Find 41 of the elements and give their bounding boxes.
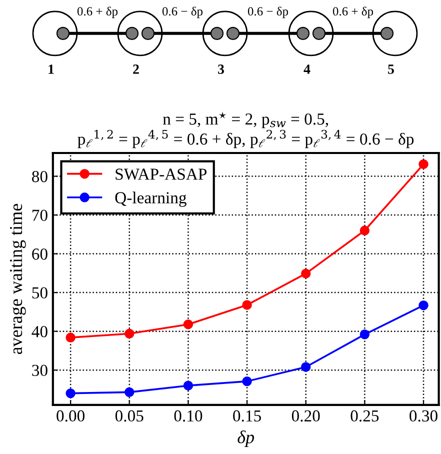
point bbox=[300, 362, 311, 372]
legend-label: SWAP-ASAP bbox=[116, 168, 207, 180]
y-tick-label: 60 bbox=[32, 248, 48, 260]
text: 0.6 − δp bbox=[162, 6, 203, 18]
point bbox=[418, 159, 428, 170]
text: 0.6 − δp bbox=[248, 6, 288, 18]
text: 0.6 + δp bbox=[77, 6, 118, 18]
x-tick-label: 0.05 bbox=[115, 410, 144, 422]
y-tick-label: 40 bbox=[32, 326, 48, 338]
x-axis-title: δp bbox=[238, 430, 254, 447]
x-tick-label: 0.30 bbox=[410, 410, 438, 422]
point bbox=[124, 328, 134, 339]
point bbox=[66, 388, 76, 398]
text: 0.6 + δp bbox=[332, 6, 374, 18]
chart-title: n = 5, m$^{⋆}$ = 2, p$_{sw}$ = 0.5, p$_{ℓ}$$^{1,2}$ = p$_{ℓ}$$^{4,5}$ = 0.6 + δp, p$_{ℓ}$$^{2,3}$ = p$_{ℓ}$$^{3,4}$ = 0.6 − δp bbox=[78, 112, 414, 148]
x-tick-label: 0.00 bbox=[56, 410, 85, 422]
point bbox=[300, 268, 311, 278]
point bbox=[183, 380, 194, 390]
y-tick-label: 30 bbox=[32, 364, 48, 376]
text: 4 bbox=[304, 64, 310, 74]
point bbox=[66, 332, 76, 342]
text: 3 bbox=[218, 64, 224, 74]
x-tick-label: 0.15 bbox=[233, 410, 261, 422]
point bbox=[418, 300, 428, 310]
point bbox=[124, 387, 134, 398]
point bbox=[242, 376, 252, 386]
x-tick-label: 0.25 bbox=[350, 410, 379, 422]
legend-label: Q-learning bbox=[115, 192, 186, 207]
x-tick-label: 0.20 bbox=[292, 410, 320, 422]
point bbox=[360, 330, 370, 340]
text: 1 bbox=[48, 64, 54, 74]
y-tick-label: 70 bbox=[32, 210, 48, 221]
y-axis-title: average waiting time bbox=[10, 204, 26, 354]
y-tick-label: 80 bbox=[32, 170, 48, 182]
point bbox=[183, 319, 194, 330]
text: 5 bbox=[388, 64, 394, 74]
y-tick-label: 50 bbox=[32, 287, 48, 298]
x-tick-label: 0.10 bbox=[174, 410, 202, 422]
text: 2 bbox=[133, 64, 139, 74]
point bbox=[360, 226, 370, 236]
point bbox=[242, 300, 252, 310]
